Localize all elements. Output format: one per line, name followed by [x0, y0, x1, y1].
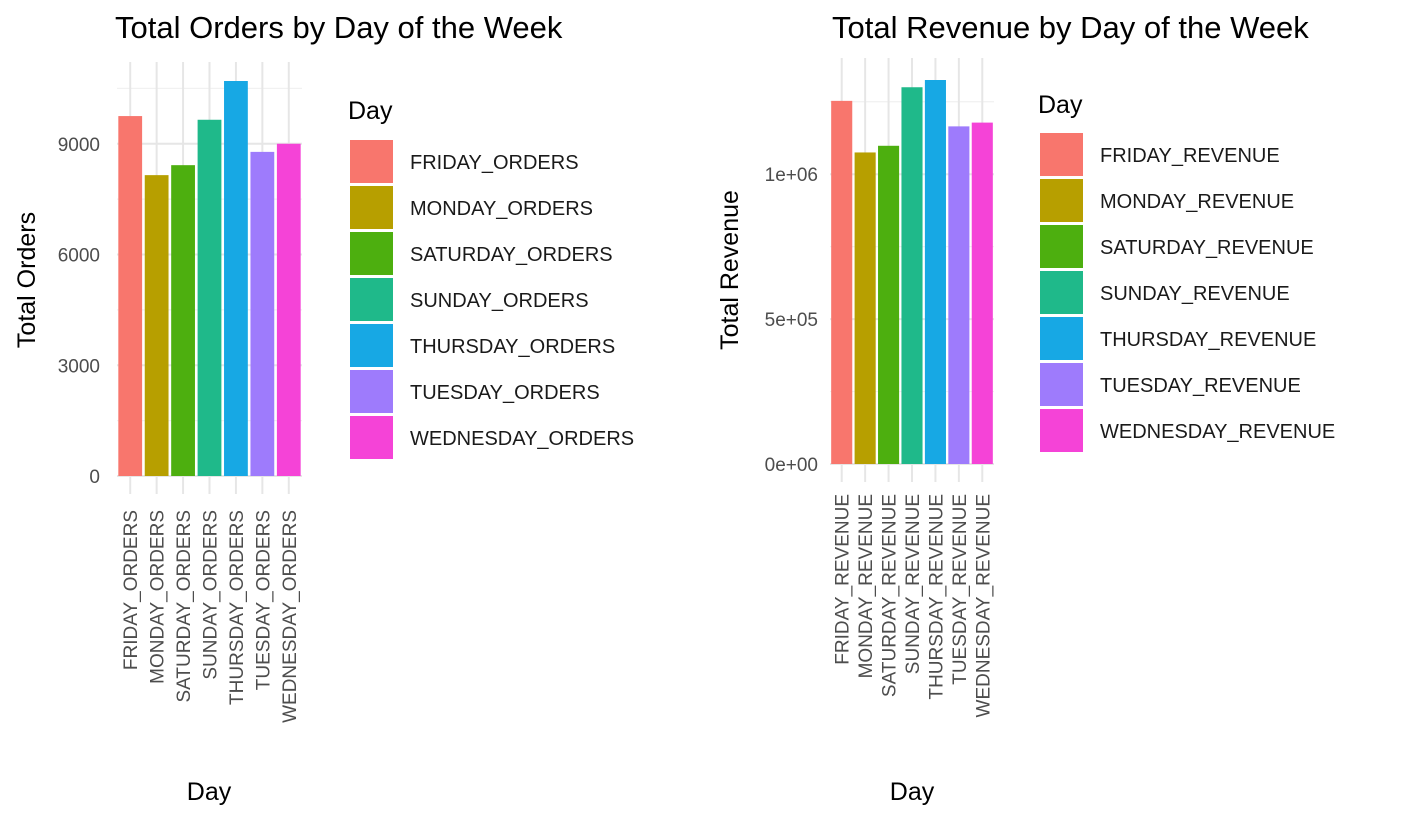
y-tick-label: 9000 — [58, 135, 100, 156]
revenue-y-axis-title: Total Revenue — [716, 190, 744, 350]
orders-bar-monday_orders — [144, 175, 169, 477]
legend-swatch — [350, 186, 393, 229]
legend-label: TUESDAY_ORDERS — [410, 382, 600, 404]
x-tick-label: SATURDAY_ORDERS — [174, 510, 195, 703]
revenue-x-axis-title: Day — [890, 778, 935, 806]
legend-swatch — [1040, 317, 1083, 360]
legend-swatch — [1040, 225, 1083, 268]
revenue-legend: FRIDAY_REVENUE MONDAY_REVENUE SATURDAY_REV… — [1040, 133, 1335, 452]
orders-y-axis-title: Total Orders — [13, 212, 41, 348]
legend-label: THURSDAY_REVENUE — [1100, 329, 1316, 351]
legend-label: FRIDAY_ORDERS — [410, 152, 579, 174]
legend-label: MONDAY_REVENUE — [1100, 191, 1294, 213]
legend-label: FRIDAY_REVENUE — [1100, 145, 1280, 167]
x-tick-label: TUESDAY_ORDERS — [253, 510, 274, 690]
legend-label: WEDNESDAY_ORDERS — [410, 428, 634, 450]
revenue-bars — [831, 80, 993, 465]
y-tick-label: 0 — [89, 467, 100, 488]
orders-bar-wednesday_orders — [276, 143, 301, 476]
x-tick-label: WEDNESDAY_REVENUE — [973, 494, 994, 717]
orders-bar-saturday_orders — [171, 165, 195, 477]
revenue-bar-monday_revenue — [854, 152, 876, 465]
x-tick-label: MONDAY_REVENUE — [856, 494, 877, 678]
orders-bar-tuesday_orders — [250, 151, 275, 476]
revenue-bar-saturday_revenue — [878, 145, 900, 464]
y-tick-label: 5e+05 — [765, 310, 818, 331]
legend-label: SATURDAY_ORDERS — [410, 244, 613, 266]
revenue-bar-wednesday_revenue — [971, 122, 993, 464]
legend-swatch — [1040, 133, 1083, 176]
orders-legend: FRIDAY_ORDERS MONDAY_ORDERS SATURDAY_ORDER… — [350, 140, 634, 459]
revenue-bar-friday_revenue — [831, 100, 853, 464]
orders-bar-friday_orders — [118, 116, 143, 476]
revenue-legend-title: Day — [1038, 91, 1083, 119]
legend-label: THURSDAY_ORDERS — [410, 336, 615, 358]
orders-bar-sunday_orders — [197, 119, 222, 476]
revenue-bar-sunday_revenue — [901, 87, 923, 464]
legend-label: MONDAY_ORDERS — [410, 198, 593, 220]
revenue-bar-tuesday_revenue — [948, 126, 970, 464]
legend-swatch — [1040, 409, 1083, 452]
x-tick-label: TUESDAY_REVENUE — [950, 494, 971, 685]
revenue-chart-title: Total Revenue by Day of the Week — [832, 10, 1309, 45]
x-tick-label: SUNDAY_ORDERS — [201, 510, 222, 680]
x-tick-label: MONDAY_ORDERS — [148, 510, 169, 684]
y-tick-label: 0e+00 — [765, 455, 818, 476]
x-tick-label: SUNDAY_REVENUE — [903, 494, 924, 674]
legend-swatch — [1040, 363, 1083, 406]
legend-label: SATURDAY_REVENUE — [1100, 237, 1314, 259]
legend-label: WEDNESDAY_REVENUE — [1100, 421, 1335, 443]
y-tick-label: 1e+06 — [765, 165, 818, 186]
legend-swatch — [350, 324, 393, 367]
legend-label: SUNDAY_ORDERS — [410, 290, 589, 312]
x-tick-label: FRIDAY_REVENUE — [833, 494, 854, 665]
legend-swatch — [350, 370, 393, 413]
legend-swatch — [1040, 179, 1083, 222]
x-tick-label: THURSDAY_REVENUE — [926, 494, 947, 700]
orders-chart: 0 3000 6000 9000 FRIDAY_ORDERS MONDAY_ORDERS… — [13, 10, 634, 806]
y-tick-label: 3000 — [58, 356, 100, 377]
legend-swatch — [350, 278, 393, 321]
orders-bar-thursday_orders — [224, 81, 248, 476]
x-tick-label: SATURDAY_REVENUE — [880, 494, 901, 697]
orders-x-ticks: FRIDAY_ORDERS MONDAY_ORDERS SATURDAY_ORDER… — [121, 510, 301, 723]
y-tick-label: 6000 — [58, 246, 100, 267]
x-tick-label: FRIDAY_ORDERS — [121, 510, 142, 670]
legend-swatch — [350, 416, 393, 459]
x-tick-label: WEDNESDAY_ORDERS — [280, 510, 301, 723]
revenue-bar-thursday_revenue — [924, 80, 946, 464]
orders-chart-title: Total Orders by Day of the Week — [115, 10, 563, 45]
x-tick-label: THURSDAY_ORDERS — [227, 510, 248, 705]
revenue-y-ticks: 0e+00 5e+05 1e+06 — [765, 165, 818, 476]
orders-x-axis-title: Day — [187, 778, 232, 806]
legend-label: TUESDAY_REVENUE — [1100, 375, 1301, 397]
orders-y-ticks: 0 3000 6000 9000 — [58, 135, 100, 488]
legend-swatch — [350, 232, 393, 275]
revenue-x-ticks: FRIDAY_REVENUE MONDAY_REVENUE SATURDAY_REV… — [833, 494, 995, 717]
orders-bars — [118, 81, 301, 477]
legend-label: SUNDAY_REVENUE — [1100, 283, 1290, 305]
legend-swatch — [1040, 271, 1083, 314]
orders-legend-title: Day — [348, 97, 393, 125]
legend-swatch — [350, 140, 393, 183]
